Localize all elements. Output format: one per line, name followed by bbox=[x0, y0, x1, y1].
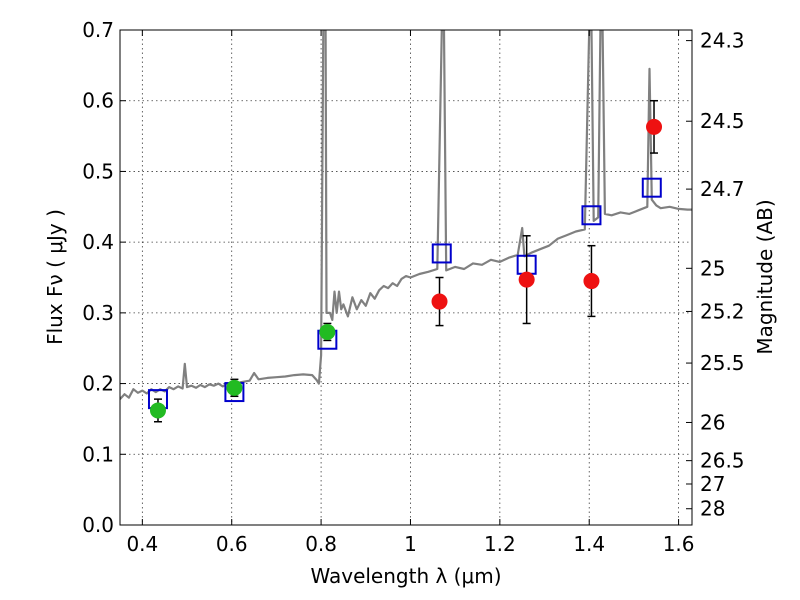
y-axis-title: Flux Fν ( μJy ) bbox=[43, 209, 67, 345]
nir-data-point bbox=[518, 271, 535, 288]
x-tick-label: 1.6 bbox=[663, 532, 695, 556]
model-photometry-markers bbox=[147, 177, 662, 410]
optical-data-point bbox=[226, 379, 243, 396]
right-tick-label: 25.5 bbox=[700, 351, 745, 375]
right-tick-label: 27 bbox=[700, 472, 725, 496]
right-tick-label: 25.2 bbox=[700, 299, 745, 323]
nir-data-point bbox=[646, 118, 663, 135]
y-tick-label: 0.2 bbox=[82, 372, 114, 396]
right-tick-label: 24.3 bbox=[700, 29, 745, 53]
y-tick-label: 0.0 bbox=[82, 513, 114, 537]
y-tick-label: 0.7 bbox=[82, 18, 114, 42]
right-tick-label: 26.5 bbox=[700, 449, 745, 473]
right-tick-label: 25 bbox=[700, 256, 725, 280]
x-tick-label: 0.4 bbox=[126, 532, 158, 556]
model-spectrum bbox=[120, 30, 692, 400]
y-tick-label: 0.1 bbox=[82, 442, 114, 466]
x-tick-label: 0.8 bbox=[305, 532, 337, 556]
y-tick-label: 0.5 bbox=[82, 159, 114, 183]
y-tick-label: 0.6 bbox=[82, 89, 114, 113]
x-tick-label: 1.4 bbox=[573, 532, 605, 556]
x-tick-label: 1.2 bbox=[484, 532, 516, 556]
error-bars bbox=[153, 99, 659, 423]
model-photometry-square bbox=[641, 177, 662, 198]
model-spectrum-line bbox=[120, 30, 692, 400]
right-tick-label: 28 bbox=[700, 497, 725, 521]
model-photometry-square bbox=[581, 205, 602, 226]
model-photometry-square bbox=[431, 243, 452, 264]
x-tick-label: 0.6 bbox=[216, 532, 248, 556]
grid bbox=[120, 29, 692, 526]
y-tick-label: 0.3 bbox=[82, 301, 114, 325]
right-axis-title: Magnitude (AB) bbox=[753, 199, 777, 354]
y-tick-label: 0.4 bbox=[82, 230, 114, 254]
right-tick-label: 24.7 bbox=[700, 177, 745, 201]
nir-data-point bbox=[583, 273, 600, 290]
plot-frame bbox=[119, 29, 693, 526]
optical-data-point bbox=[149, 402, 166, 419]
observed-points bbox=[149, 118, 663, 419]
x-axis-title: Wavelength λ (μm) bbox=[310, 564, 501, 588]
tick-labels: 0.4 0.6 0.8 1 1.2 1.4 1.6 0.0 0.1 0.2 0.3 0.4 0.5 0.6… bbox=[82, 18, 744, 556]
axis-ticks bbox=[120, 29, 692, 526]
right-tick-label: 26 bbox=[700, 410, 725, 434]
x-tick-label: 1 bbox=[404, 532, 417, 556]
nir-data-point bbox=[431, 293, 448, 310]
optical-data-point bbox=[319, 323, 336, 340]
right-tick-label: 24.5 bbox=[700, 109, 745, 133]
